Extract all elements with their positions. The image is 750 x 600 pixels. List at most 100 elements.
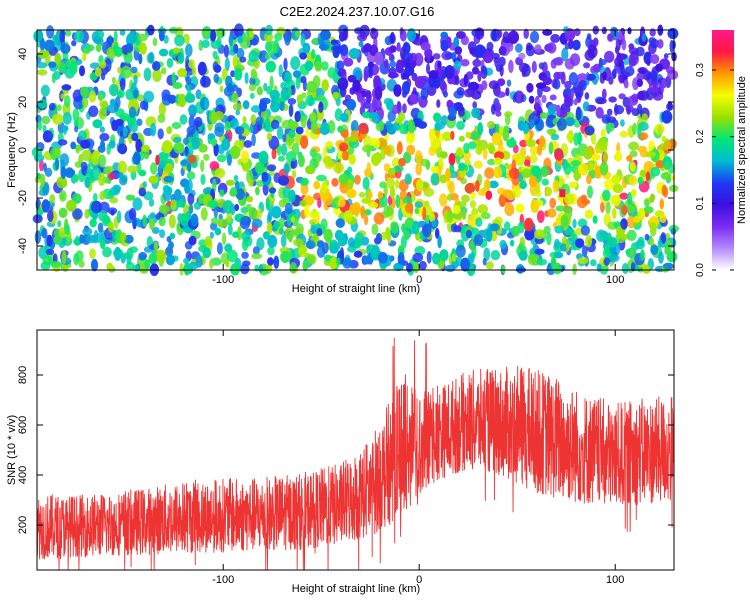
- heatmap-cell: [66, 199, 77, 212]
- heatmap-cell: [373, 212, 385, 225]
- heatmap-cell: [609, 253, 620, 263]
- heatmap-cell: [335, 218, 345, 228]
- heatmap-cell: [216, 154, 227, 163]
- heatmap-cell: [523, 28, 529, 39]
- heatmap-cell: [215, 29, 223, 39]
- heatmap-cell: [371, 223, 379, 235]
- heatmap-cell: [79, 65, 85, 77]
- heatmap-cell: [261, 172, 269, 182]
- heatmap-cell: [267, 234, 278, 248]
- heatmap-cell: [186, 125, 196, 136]
- heatmap-cell: [235, 188, 245, 201]
- heatmap-cell: [650, 54, 660, 64]
- heatmap-cell: [45, 248, 55, 255]
- heatmap-cell: [389, 186, 396, 199]
- heatmap-cell: [446, 99, 454, 109]
- heatmap-cell: [300, 182, 309, 195]
- y-tick-label: -20: [17, 190, 29, 206]
- heatmap-cell: [314, 87, 325, 98]
- heatmap-cell: [354, 27, 364, 35]
- heatmap-cell: [51, 72, 57, 84]
- heatmap-cell: [467, 214, 478, 228]
- heatmap-cell: [92, 119, 103, 129]
- y-tick-label: 400: [17, 466, 29, 484]
- heatmap-cell: [625, 104, 634, 113]
- heatmap-y-label: Frequency (Hz): [6, 112, 18, 188]
- heatmap-cell: [420, 42, 431, 51]
- heatmap-cell: [482, 257, 487, 266]
- heatmap-cell: [292, 70, 302, 78]
- heatmap-cell: [210, 222, 218, 231]
- heatmap-cell: [605, 116, 617, 123]
- heatmap-cell: [556, 104, 561, 117]
- heatmap-cell: [480, 212, 491, 220]
- heatmap-cell: [386, 99, 394, 111]
- heatmap-cell: [603, 151, 608, 163]
- heatmap-cell: [536, 210, 545, 224]
- heatmap-cell: [226, 153, 232, 166]
- heatmap-cell: [316, 174, 327, 182]
- heatmap-cell: [46, 234, 53, 247]
- heatmap-cell: [288, 129, 296, 138]
- heatmap-cell: [314, 61, 322, 71]
- heatmap-cell: [483, 247, 491, 262]
- heatmap-cell: [64, 30, 72, 37]
- heatmap-cell: [590, 131, 597, 145]
- heatmap-cell: [435, 228, 440, 239]
- heatmap-cell: [129, 106, 136, 118]
- heatmap-cell: [337, 233, 347, 247]
- heatmap-cell: [300, 135, 309, 149]
- heatmap-cell: [645, 171, 650, 181]
- heatmap-cell: [529, 145, 540, 155]
- heatmap-cell: [519, 139, 528, 148]
- heatmap-cell: [88, 105, 99, 118]
- heatmap-cell: [465, 229, 472, 239]
- heatmap-cell: [50, 260, 62, 268]
- heatmap-cell: [666, 251, 678, 263]
- heatmap-cell: [267, 210, 273, 222]
- heatmap-cell: [233, 175, 239, 182]
- heatmap-cell: [345, 99, 357, 110]
- heatmap-cell: [483, 179, 491, 191]
- heatmap-cell: [294, 30, 301, 38]
- heatmap-cell: [385, 227, 391, 240]
- heatmap-cell: [485, 261, 494, 270]
- heatmap-cell: [271, 147, 277, 160]
- heatmap-cell: [56, 104, 62, 112]
- heatmap-cell: [82, 52, 87, 62]
- heatmap-cell: [249, 125, 254, 134]
- heatmap-cell: [221, 138, 230, 151]
- heatmap-cell: [402, 81, 410, 96]
- heatmap-cell: [329, 246, 339, 254]
- heatmap-cell: [41, 227, 48, 239]
- heatmap-cell: [601, 88, 607, 100]
- heatmap-cell: [575, 106, 582, 121]
- heatmap-cell: [610, 194, 621, 207]
- heatmap-cell: [40, 173, 46, 188]
- heatmap-cell: [44, 167, 53, 177]
- heatmap-cell: [298, 154, 305, 168]
- heatmap-cell: [542, 61, 548, 74]
- heatmap-cell: [229, 120, 237, 127]
- heatmap-cell: [554, 148, 564, 161]
- snr-y-label: SNR (10 * v/v): [6, 415, 18, 485]
- heatmap-cell: [508, 167, 520, 180]
- heatmap-cell: [570, 233, 578, 242]
- heatmap-cell: [298, 244, 307, 255]
- heatmap-cell: [131, 132, 139, 141]
- heatmap-cell: [214, 167, 226, 179]
- heatmap-cell: [632, 216, 641, 223]
- heatmap-cell: [210, 29, 217, 42]
- heatmap-cell: [137, 33, 148, 42]
- heatmap-cell: [368, 66, 374, 79]
- heatmap-cell: [188, 104, 197, 115]
- heatmap-cell: [119, 172, 124, 179]
- x-tick-label: -100: [212, 274, 234, 286]
- heatmap-cell: [366, 162, 372, 175]
- heatmap-cell: [266, 41, 278, 55]
- heatmap-cell: [493, 166, 503, 179]
- heatmap-cell: [323, 155, 332, 166]
- heatmap-cell: [339, 142, 349, 152]
- heatmap-cell: [214, 227, 222, 236]
- x-tick-label: 100: [606, 274, 624, 286]
